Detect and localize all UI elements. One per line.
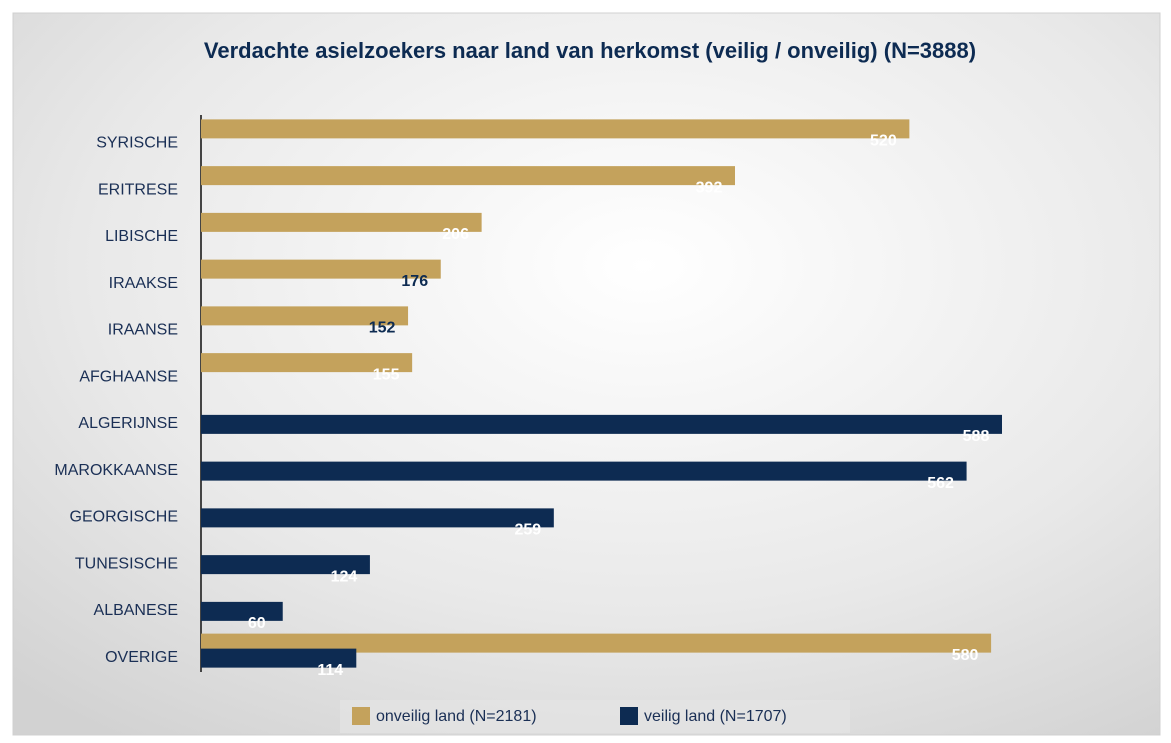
legend-swatch xyxy=(620,707,638,725)
bar xyxy=(201,555,370,575)
category-label: SYRISCHE xyxy=(96,135,178,152)
value-label: 176 xyxy=(401,273,428,290)
category-label: GEORGISCHE xyxy=(70,509,178,526)
category-label: ERITRESE xyxy=(98,181,178,198)
category-label: MAROKKAANSE xyxy=(54,462,178,479)
legend-label: veilig land (N=1707) xyxy=(644,708,787,725)
chart-title: Verdachte asielzoekers naar land van her… xyxy=(204,38,976,63)
category-label: IRAANSE xyxy=(108,322,178,339)
value-label: 152 xyxy=(369,320,396,337)
legend-label: onveilig land (N=2181) xyxy=(376,708,537,725)
value-label: 206 xyxy=(442,226,469,243)
category-label: AFGHAANSE xyxy=(79,368,178,385)
value-label: 580 xyxy=(952,647,979,664)
bar xyxy=(201,119,910,139)
value-label: 588 xyxy=(963,428,990,445)
bar xyxy=(201,166,735,186)
category-label: LIBISCHE xyxy=(105,228,178,245)
bar xyxy=(201,633,992,653)
bar xyxy=(201,414,1002,434)
bar xyxy=(201,461,967,481)
category-label: TUNESISCHE xyxy=(75,555,178,572)
value-label: 392 xyxy=(696,179,723,196)
legend-box xyxy=(340,700,850,733)
value-label: 124 xyxy=(331,568,358,585)
legend-swatch xyxy=(352,707,370,725)
bar xyxy=(201,648,357,668)
value-label: 562 xyxy=(927,475,954,492)
bar xyxy=(201,353,413,373)
bar xyxy=(201,259,441,279)
bar xyxy=(201,212,482,232)
category-label: IRAAKSE xyxy=(109,275,178,292)
category-label: ALBANESE xyxy=(94,602,178,619)
category-label: OVERIGE xyxy=(105,649,178,666)
value-label: 520 xyxy=(870,133,897,150)
bar xyxy=(201,601,283,621)
value-label: 259 xyxy=(514,522,541,539)
bar xyxy=(201,306,409,326)
category-label: ALGERIJNSE xyxy=(78,415,178,432)
bar xyxy=(201,508,554,528)
value-label: 155 xyxy=(373,366,400,383)
value-label: 60 xyxy=(248,615,266,632)
value-label: 114 xyxy=(317,662,343,679)
